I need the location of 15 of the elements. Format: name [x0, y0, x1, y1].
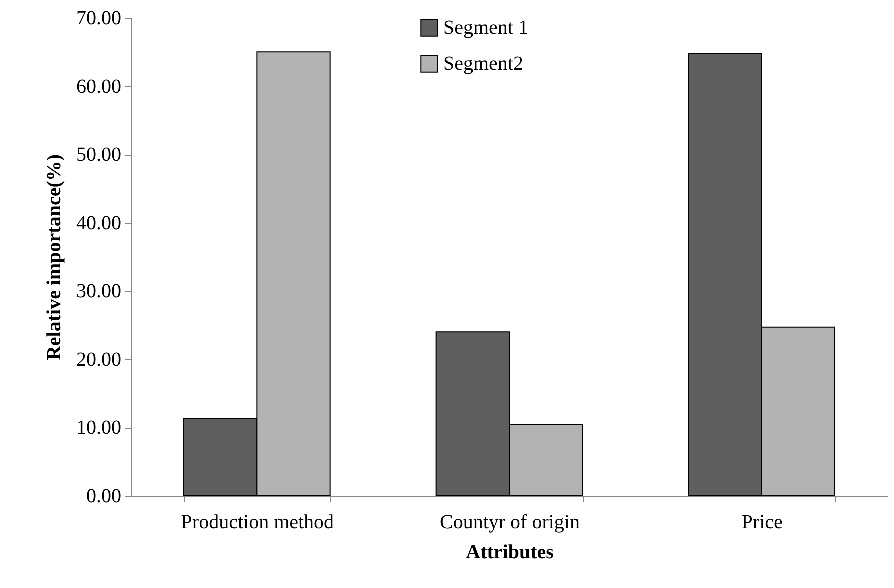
x-axis-title: Attributes — [466, 542, 554, 564]
y-tick-label: 60.00 — [76, 76, 122, 98]
y-tick-label: 20.00 — [76, 348, 122, 371]
x-tick-label: Price — [742, 512, 784, 534]
y-tick-label: 30.00 — [76, 280, 122, 303]
y-tick-label: 70.00 — [76, 8, 122, 30]
y-tick-label: 50.00 — [76, 144, 122, 166]
y-tick-label: 0.00 — [86, 486, 122, 508]
x-tick-label: Production method — [181, 512, 334, 534]
y-axis-title: Relative importance(%) — [44, 154, 66, 361]
y-tick-label: 40.00 — [76, 212, 122, 234]
legend-label: Segment2 — [444, 53, 524, 75]
y-tick-label: 10.00 — [76, 417, 122, 440]
legend-label: Segment 1 — [444, 17, 528, 39]
x-tick-label: Countyr of origin — [440, 512, 580, 534]
